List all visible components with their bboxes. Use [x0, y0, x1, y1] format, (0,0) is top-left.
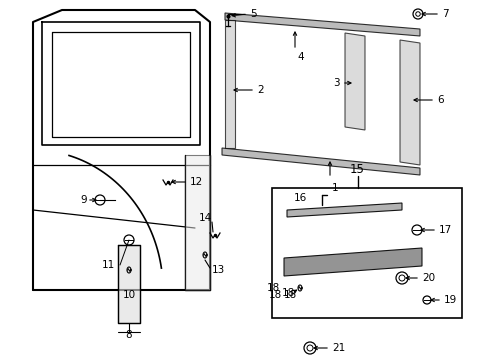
Polygon shape — [345, 33, 364, 130]
Polygon shape — [399, 40, 419, 165]
Text: 21: 21 — [331, 343, 345, 353]
Text: 8: 8 — [125, 330, 132, 340]
Text: 18: 18 — [266, 283, 280, 293]
Text: 11: 11 — [101, 260, 114, 270]
Polygon shape — [222, 148, 419, 175]
Polygon shape — [118, 245, 140, 323]
Text: 14: 14 — [198, 213, 212, 223]
Text: 7: 7 — [441, 9, 447, 19]
Polygon shape — [224, 20, 235, 148]
Text: 2: 2 — [257, 85, 263, 95]
Text: 15: 15 — [349, 163, 364, 176]
Text: 20: 20 — [421, 273, 434, 283]
Polygon shape — [184, 155, 209, 290]
Text: 18: 18 — [268, 290, 282, 300]
Text: 18: 18 — [284, 290, 297, 300]
Text: 12: 12 — [190, 177, 203, 187]
Bar — [271, 188, 461, 318]
Text: 17: 17 — [438, 225, 451, 235]
Text: 1: 1 — [331, 183, 338, 193]
Polygon shape — [286, 203, 401, 217]
Text: 3: 3 — [333, 78, 339, 88]
Text: 16: 16 — [293, 193, 306, 203]
Text: 10: 10 — [122, 290, 135, 300]
Polygon shape — [284, 248, 421, 276]
Text: 18: 18 — [282, 288, 295, 298]
Text: 13: 13 — [212, 265, 225, 275]
Text: 4: 4 — [296, 52, 303, 62]
Text: 5: 5 — [249, 9, 256, 19]
Polygon shape — [224, 13, 419, 36]
Text: 6: 6 — [436, 95, 443, 105]
Text: 9: 9 — [80, 195, 87, 205]
Text: 19: 19 — [443, 295, 456, 305]
